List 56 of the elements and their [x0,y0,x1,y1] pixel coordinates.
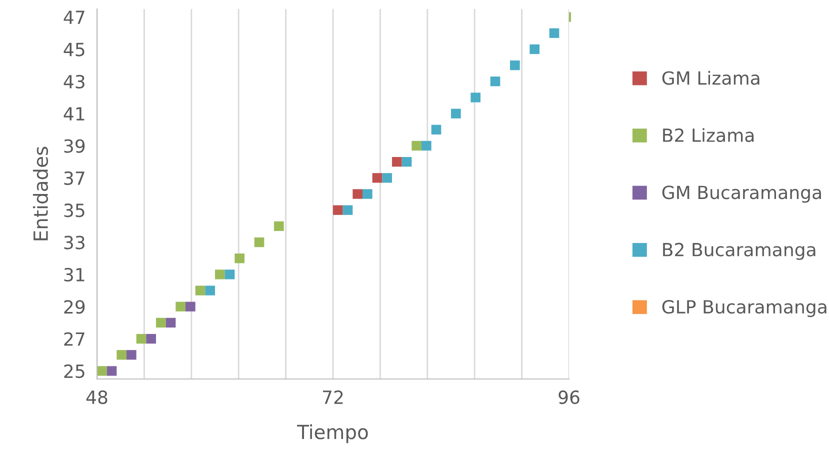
bar [224,270,235,280]
bar [422,140,432,151]
bar [342,205,353,215]
legend-label: GM Lizama [662,70,760,85]
y-tick-label: 47 [64,10,84,24]
y-tick-label: 39 [64,139,85,153]
bar [352,189,362,199]
bar [510,60,520,70]
y-tick-label: 35 [64,204,84,218]
bar [382,173,392,183]
y-tick-label: 41 [64,107,84,120]
bar [470,92,480,102]
x-axis-title: Tiempo [297,424,368,444]
bar [126,350,136,360]
bar [234,254,244,264]
bar [451,108,461,118]
bar [549,28,560,38]
legend-label: GLP Bucaramanga [662,300,826,318]
y-tick-label: 43 [64,74,84,89]
bar [490,76,500,86]
bar [136,334,146,344]
bar [146,334,156,344]
legend-label: GM Bucaramanga [662,186,821,203]
bar [254,237,264,248]
y-tick-label: 31 [64,268,84,282]
y-tick-label: 29 [64,300,85,314]
y-tick-label: 33 [64,236,84,250]
bar [402,157,412,167]
legend-label: B2 Lizama [663,128,754,142]
bar [431,124,442,134]
bar [116,350,126,360]
bar [176,302,186,312]
bar [97,366,107,376]
legend-label: B2 Bucaramanga [663,242,816,260]
y-tick-label: 27 [64,332,84,346]
bar [166,318,176,328]
bar [333,205,343,215]
bar [392,157,402,167]
bar [412,140,422,151]
bar [106,366,117,376]
bar [372,173,382,183]
bar [215,270,225,280]
bar [362,189,372,199]
bar [274,221,284,231]
y-tick-label: 25 [64,364,84,378]
y-tick-label: 45 [64,42,84,56]
bar [530,44,540,54]
bar [195,286,206,296]
bar [156,318,166,328]
x-tick-label: 96 [558,390,580,404]
x-tick-label: 48 [86,390,108,404]
y-tick-label: 37 [64,171,84,186]
bar [186,302,196,312]
x-tick-label: 72 [322,390,343,404]
bar [205,286,215,296]
y-axis-title: Entidades [32,146,48,240]
